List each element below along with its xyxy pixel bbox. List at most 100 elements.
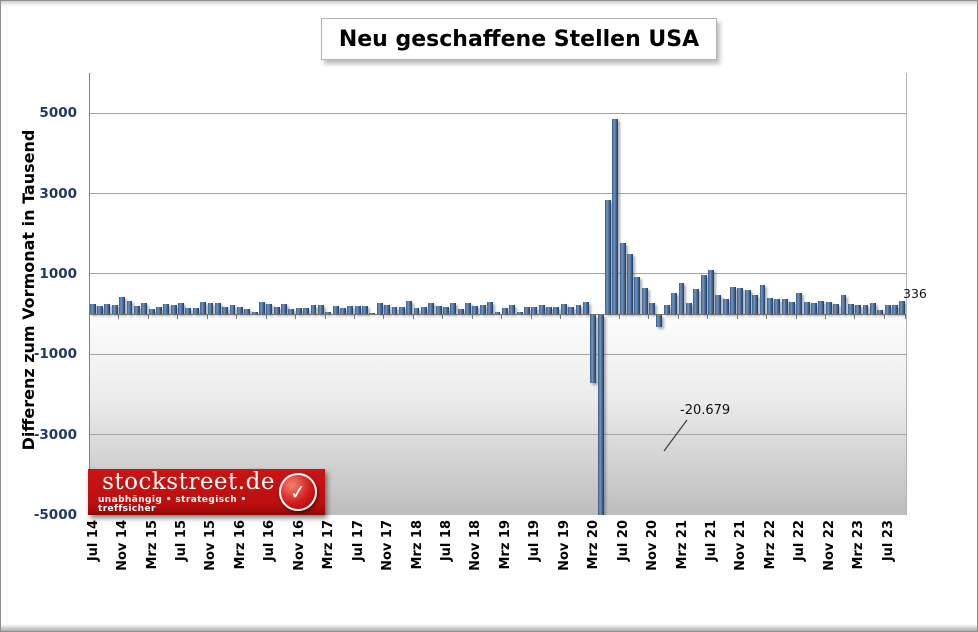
x-tick-label: Nov 17 (380, 520, 396, 571)
bar-okt-16 (288, 309, 295, 315)
bar-feb-18 (406, 301, 413, 315)
bar-jun-15 (170, 304, 177, 315)
x-tick-label: Nov 18 (468, 520, 484, 571)
x-axis-tick (206, 314, 208, 320)
x-tick-label: Mrz 20 (586, 520, 602, 570)
x-axis-tick (905, 314, 906, 320)
x-tick-label: Nov 19 (556, 520, 572, 571)
bar-dez-22 (833, 304, 840, 315)
stockstreet-logo: stockstreet.de unabhängig • strategisch … (88, 469, 325, 515)
x-axis-tick (589, 314, 591, 320)
gridline (89, 514, 906, 515)
bar-okt-14 (111, 305, 118, 315)
y-tick-label: -1000 (33, 346, 77, 363)
bar-nov-17 (384, 305, 391, 315)
bar-aug-18 (450, 302, 457, 315)
x-tick-label: Nov 16 (291, 520, 307, 571)
bar-sep-15 (192, 308, 199, 315)
x-tick-label: Jul 19 (527, 520, 543, 562)
bar-feb-22 (759, 285, 766, 315)
x-tick-label: Mrz 18 (409, 520, 425, 570)
x-tick-label: Mrz 23 (851, 520, 867, 570)
bar-jul-18 (443, 307, 449, 315)
bar-jul-22 (796, 292, 803, 315)
bar-dez-15 (214, 303, 221, 315)
bar-nov-20 (649, 303, 656, 315)
bar-okt-22 (818, 301, 825, 315)
y-tick-label: 1000 (39, 265, 77, 282)
bar-aug-20 (627, 253, 633, 315)
x-axis-tick (412, 314, 414, 320)
x-axis-zero-line (89, 313, 906, 315)
bar-jan-15 (133, 306, 140, 315)
y-tick-label: -3000 (33, 426, 77, 443)
bar-mrz-20 (590, 315, 597, 383)
bar-jan-21 (663, 304, 670, 315)
bar-dez-20 (656, 315, 663, 328)
bar-dez-18 (479, 304, 486, 315)
bar-jun-18 (435, 305, 442, 315)
bar-apr-17 (332, 305, 339, 315)
bar-mai-15 (163, 303, 170, 315)
bar-jun-16 (259, 302, 265, 315)
x-axis-tick (383, 314, 385, 320)
frame-bottom-edge (1, 624, 977, 631)
bar-sep-17 (369, 313, 376, 315)
bar-jul-14 (89, 304, 96, 315)
gridline (89, 193, 906, 195)
bar-apr-15 (155, 306, 162, 315)
bar-okt-17 (376, 303, 383, 315)
annotation-last-value: 336 (903, 286, 927, 301)
gridline (89, 273, 906, 275)
bar-mrz-19 (501, 307, 508, 315)
bar-sep-14 (104, 304, 111, 315)
frame-top-edge (1, 1, 977, 6)
bar-feb-15 (141, 303, 148, 315)
x-tick-label: Jul 14 (85, 520, 101, 562)
check-icon: ✓ (277, 471, 319, 513)
bar-sep-20 (634, 277, 641, 315)
x-axis-tick (118, 314, 120, 320)
bar-jan-23 (840, 295, 847, 315)
x-axis-tick (707, 314, 709, 320)
bar-feb-17 (317, 304, 324, 315)
bar-dez-21 (744, 290, 751, 315)
bar-aug-16 (273, 307, 280, 315)
bar-okt-19 (553, 306, 560, 315)
bar-feb-20 (582, 302, 589, 315)
bar-mrz-17 (325, 312, 332, 315)
x-axis-tick (236, 314, 238, 320)
bar-aug-23 (892, 304, 898, 315)
x-tick-label: Nov 21 (733, 520, 749, 571)
x-axis-tick (501, 314, 503, 320)
x-axis-tick (442, 314, 444, 320)
bar-feb-16 (229, 304, 236, 315)
bar-aug-17 (362, 305, 368, 315)
x-axis-tick (766, 314, 768, 320)
bar-dez-16 (303, 307, 310, 315)
bar-mai-16 (251, 312, 258, 315)
bar-apr-20 (597, 315, 604, 515)
bar-apr-19 (509, 305, 516, 315)
x-tick-label: Jul 22 (792, 520, 808, 562)
bar-mai-17 (340, 308, 346, 315)
logo-text: stockstreet.de unabhängig • strategisch … (98, 470, 279, 514)
bar-mrz-15 (148, 309, 155, 315)
x-tick-label: Mrz 19 (497, 520, 513, 570)
bar-dez-17 (391, 307, 398, 315)
bar-nov-18 (472, 306, 479, 315)
bar-nov-16 (295, 307, 302, 315)
bar-okt-15 (200, 302, 207, 315)
bar-sep-21 (722, 298, 729, 315)
bar-jan-16 (222, 307, 229, 315)
bar-aug-22 (803, 302, 810, 315)
bar-apr-16 (244, 309, 251, 315)
y-axis-title: Differenz zum Vormonat in Tausend (19, 129, 38, 451)
plot-area (89, 73, 907, 515)
x-axis-tick (883, 314, 885, 320)
bar-jul-17 (354, 306, 361, 315)
gridline (89, 434, 906, 436)
bar-jun-21 (700, 275, 707, 315)
x-tick-label: Jul 21 (703, 520, 719, 562)
